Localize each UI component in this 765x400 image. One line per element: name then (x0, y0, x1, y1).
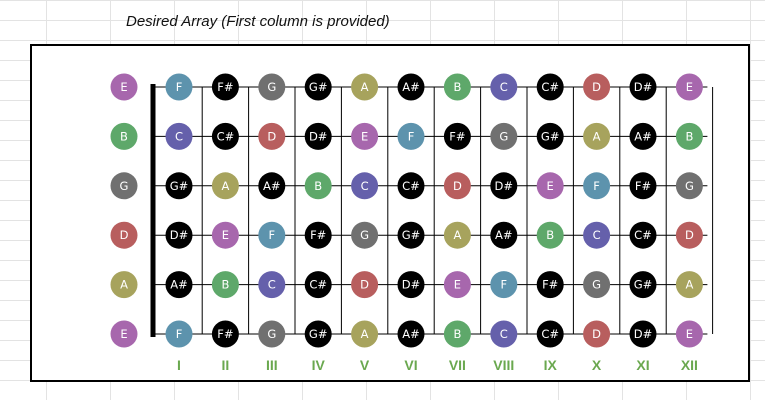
fretboard-panel (30, 44, 750, 382)
caption: Desired Array (First column is provided) (126, 13, 390, 30)
